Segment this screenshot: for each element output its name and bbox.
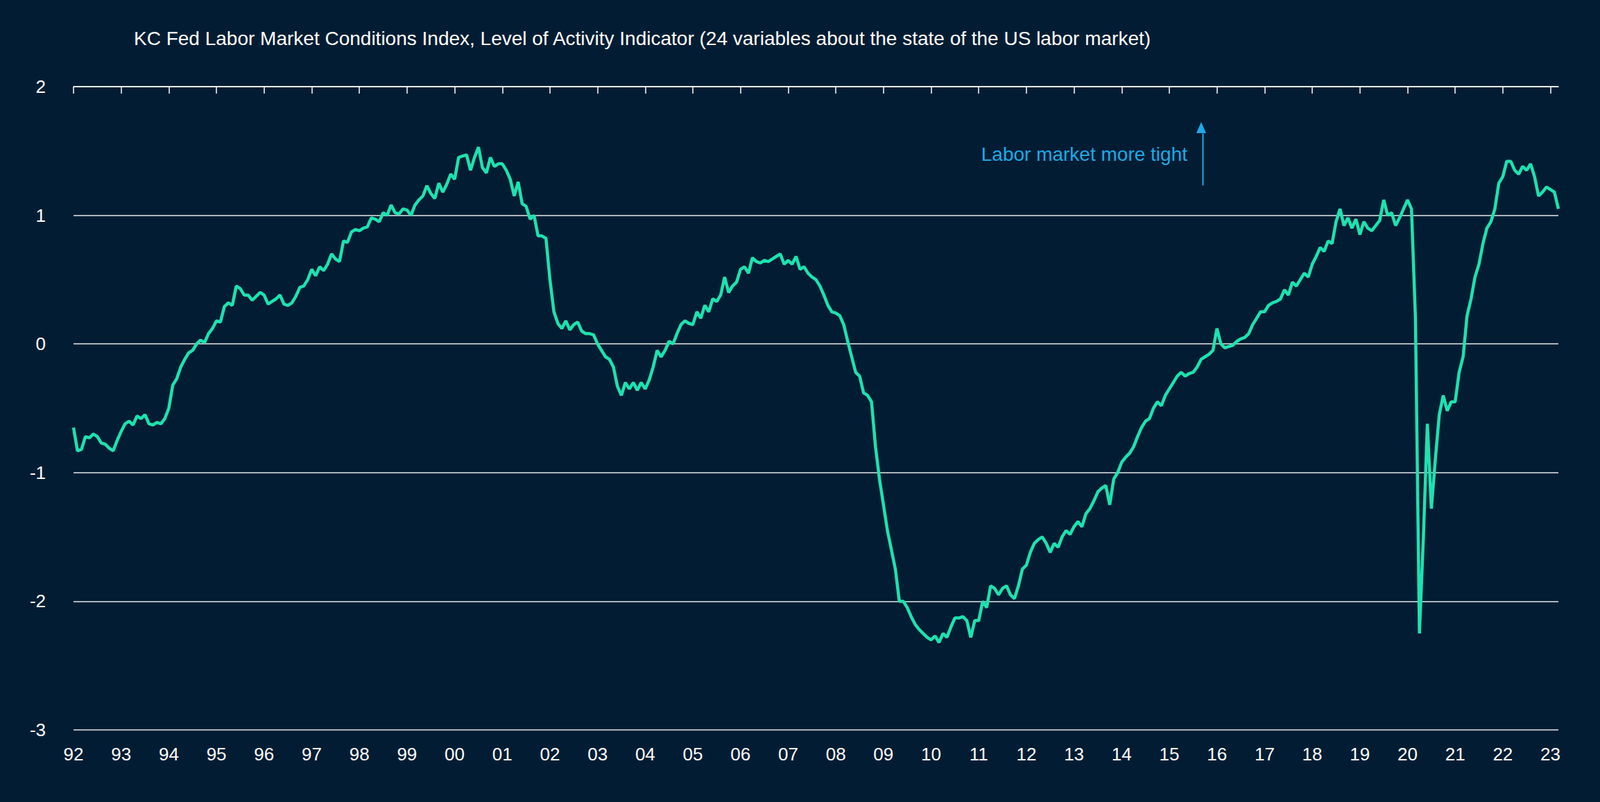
svg-text:22: 22 [1492,744,1513,765]
svg-text:17: 17 [1254,744,1275,765]
svg-text:1: 1 [36,205,46,227]
svg-text:05: 05 [683,744,704,765]
svg-text:2: 2 [36,76,46,98]
svg-text:14: 14 [1111,744,1132,765]
svg-text:97: 97 [301,744,322,765]
svg-text:15: 15 [1159,744,1180,765]
svg-text:0: 0 [36,333,46,355]
svg-text:02: 02 [539,744,560,765]
svg-text:-2: -2 [29,590,46,612]
svg-text:11: 11 [969,744,989,765]
svg-text:99: 99 [396,744,417,765]
svg-text:16: 16 [1206,744,1227,765]
svg-text:18: 18 [1302,744,1323,765]
svg-text:06: 06 [730,744,751,765]
svg-text:20: 20 [1397,744,1418,765]
svg-text:KC Fed Labor Market Conditions: KC Fed Labor Market Conditions Index, Le… [133,27,1151,50]
svg-text:03: 03 [587,744,608,765]
svg-text:94: 94 [158,744,179,765]
svg-text:08: 08 [826,744,847,765]
svg-text:-1: -1 [29,462,46,484]
svg-text:-3: -3 [29,719,46,741]
svg-text:23: 23 [1540,744,1561,765]
svg-text:92: 92 [63,744,84,765]
svg-text:07: 07 [778,744,799,765]
svg-text:96: 96 [253,744,274,765]
svg-text:09: 09 [873,744,894,765]
svg-text:04: 04 [635,744,656,765]
svg-text:95: 95 [206,744,227,765]
svg-text:10: 10 [921,744,942,765]
svg-text:Labor market more tight: Labor market more tight [981,143,1188,166]
svg-text:93: 93 [110,744,132,765]
svg-text:19: 19 [1349,744,1370,765]
svg-text:98: 98 [349,744,370,765]
svg-text:21: 21 [1445,744,1466,765]
svg-text:12: 12 [1016,744,1037,765]
svg-text:13: 13 [1063,744,1085,765]
svg-text:00: 00 [444,744,465,765]
svg-text:01: 01 [492,744,513,765]
